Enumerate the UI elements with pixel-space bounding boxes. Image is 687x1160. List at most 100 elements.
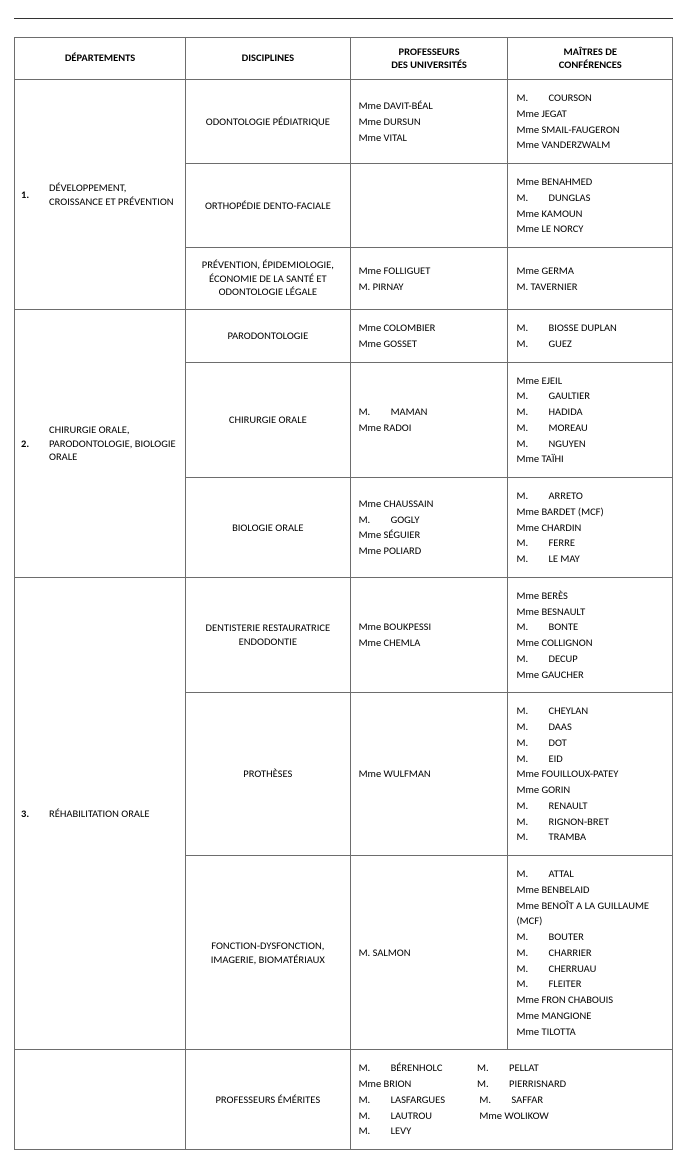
discipline-cell: ODONTOLOGIE PÉDIATRIQUE — [186, 80, 351, 164]
prof-name: Mme CHAUSSAIN — [359, 496, 500, 512]
maitre-name: Mme VANDERZWALM — [516, 137, 664, 153]
dept-3-cell: 3. RÉHABILITATION ORALE — [15, 577, 186, 1050]
maitre-name: M.GAULTIER — [516, 388, 664, 404]
col-header-disciplines: DISCIPLINES — [186, 38, 351, 80]
dept-label: RÉHABILITATION ORALE — [49, 807, 179, 821]
discipline-cell: CHIRURGIE ORALE — [186, 362, 351, 478]
discipline-cell: PARODONTOLOGIE — [186, 310, 351, 363]
emerite-name: M.LEVY — [359, 1123, 445, 1139]
emerites-cell: M.BÉRENHOLC Mme BRION M.LASFARGUES M.LAU… — [350, 1050, 672, 1150]
maitres-cell: Mme BERÈS Mme BESNAULT M.BONTE Mme COLLI… — [508, 577, 673, 693]
discipline-cell: PROTHÈSES — [186, 693, 351, 856]
table-row: 2. CHIRURGIE ORALE, PARODONTOLOGIE, BIOL… — [15, 310, 673, 363]
maitre-name: Mme GORIN — [516, 782, 664, 798]
maitres-cell: Mme BENAHMED M.DUNGLAS Mme KAMOUN Mme LE… — [508, 164, 673, 248]
col-header-professeurs: PROFESSEURS DES UNIVERSITÉS — [350, 38, 508, 80]
maitre-name: M.FERRE — [516, 535, 664, 551]
discipline-cell: DENTISTERIE RESTAURATRICE ENDODONTIE — [186, 577, 351, 693]
profs-cell: M. SALMON — [350, 856, 508, 1050]
maitre-name: M.ATTAL — [516, 866, 664, 882]
prof-name: Mme RADOI — [359, 420, 500, 436]
discipline-cell: ORTHOPÉDIE DENTO-FACIALE — [186, 164, 351, 248]
emerite-name: M.LAUTROU — [359, 1108, 445, 1124]
maitres-cell: Mme GERMA M. TAVERNIER — [508, 248, 673, 310]
dept-number: 1. — [21, 188, 49, 202]
maitre-name: M.MOREAU — [516, 420, 664, 436]
prof-name: M. PIRNAY — [359, 279, 500, 295]
maitre-name: Mme SMAIL-FAUGERON — [516, 122, 664, 138]
col-header-departements: DÉPARTEMENTS — [15, 38, 186, 80]
maitre-name: Mme BENBELAID — [516, 882, 664, 898]
maitre-name: Mme FOUILLOUX-PATEY — [516, 766, 664, 782]
prof-name: Mme GOSSET — [359, 336, 500, 352]
maitre-name: M.CHARRIER — [516, 945, 664, 961]
profs-cell: Mme WULFMAN — [350, 693, 508, 856]
emerite-name: Mme WOLIKOW — [477, 1108, 566, 1124]
maitre-name: M.BONTE — [516, 619, 664, 635]
maitres-cell: M.ATTAL Mme BENBELAID Mme BENOÎT A LA GU… — [508, 856, 673, 1050]
prof-name: Mme SÉGUIER — [359, 527, 500, 543]
dept-2-cell: 2. CHIRURGIE ORALE, PARODONTOLOGIE, BIOL… — [15, 310, 186, 578]
profs-cell: Mme BOUKPESSI Mme CHEMLA — [350, 577, 508, 693]
dept-label: CHIRURGIE ORALE, PARODONTOLOGIE, BIOLOGI… — [49, 423, 179, 464]
table-row-emerites: PROFESSEURS ÉMÉRITES M.BÉRENHOLC Mme BRI… — [15, 1050, 673, 1150]
maitre-name: M.BIOSSE DUPLAN — [516, 320, 664, 336]
emerite-name: M.PELLAT — [477, 1060, 566, 1076]
maitre-name: M.FLEITER — [516, 976, 664, 992]
maitre-name: M.NGUYEN — [516, 436, 664, 452]
discipline-cell: BIOLOGIE ORALE — [186, 478, 351, 578]
maitre-name: M.RIGNON-BRET — [516, 814, 664, 830]
prof-name: M. SALMON — [359, 945, 500, 961]
prof-name: Mme POLIARD — [359, 543, 500, 559]
prof-name: Mme VITAL — [359, 130, 500, 146]
maitre-name: M.CHEYLAN — [516, 703, 664, 719]
prof-name: M.GOGLY — [359, 512, 500, 528]
maitre-name: M.BOUTER — [516, 929, 664, 945]
prof-name: Mme FOLLIGUET — [359, 263, 500, 279]
maitre-name: M.DUNGLAS — [516, 190, 664, 206]
profs-cell — [350, 164, 508, 248]
maitre-name: Mme BARDET (MCF) — [516, 504, 664, 520]
table-row: 3. RÉHABILITATION ORALE DENTISTERIE REST… — [15, 577, 673, 693]
header-row: DÉPARTEMENTS DISCIPLINES PROFESSEURS DES… — [15, 38, 673, 80]
prof-name: Mme BOUKPESSI — [359, 619, 500, 635]
top-rule — [14, 18, 673, 19]
maitre-name: M. TAVERNIER — [516, 279, 664, 295]
dept-label: DÉVELOPPEMENT, CROISSANCE ET PRÉVENTION — [49, 181, 179, 208]
maitre-name: M.ARRETO — [516, 488, 664, 504]
profs-cell: Mme DAVIT-BÉAL Mme DURSUN Mme VITAL — [350, 80, 508, 164]
professeurs-emerites-label: PROFESSEURS ÉMÉRITES — [186, 1050, 351, 1150]
table-row: 1. DÉVELOPPEMENT, CROISSANCE ET PRÉVENTI… — [15, 80, 673, 164]
page: DÉPARTEMENTS DISCIPLINES PROFESSEURS DES… — [0, 0, 687, 1160]
maitre-name: M.CHERRUAU — [516, 961, 664, 977]
maitre-name: Mme TILOTTA — [516, 1024, 664, 1040]
emerite-name: M.PIERRISNARD — [477, 1076, 566, 1092]
maitre-name: Mme BENOÎT A LA GUILLAUME (MCF) — [516, 898, 664, 930]
emerite-name: M.LASFARGUES — [359, 1092, 445, 1108]
maitre-name: M.DECUP — [516, 651, 664, 667]
profs-cell: Mme COLOMBIER Mme GOSSET — [350, 310, 508, 363]
maitre-name: Mme CHARDIN — [516, 520, 664, 536]
maitre-name: Mme EJEIL — [516, 373, 664, 389]
prof-name: Mme DURSUN — [359, 114, 500, 130]
discipline-cell: PRÉVENTION, ÉPIDEMIOLOGIE, ÉCONOMIE DE L… — [186, 248, 351, 310]
prof-name: M.MAMAN — [359, 404, 500, 420]
prof-name: Mme COLOMBIER — [359, 320, 500, 336]
maitre-name: Mme BENAHMED — [516, 174, 664, 190]
profs-cell: M.MAMAN Mme RADOI — [350, 362, 508, 478]
maitre-name: Mme TAÏHI — [516, 451, 664, 467]
emerite-name: M.BÉRENHOLC — [359, 1060, 445, 1076]
maitre-name: M.COURSON — [516, 90, 664, 106]
maitre-name: M.TRAMBA — [516, 829, 664, 845]
maitre-name: M.DAAS — [516, 719, 664, 735]
faculty-table: DÉPARTEMENTS DISCIPLINES PROFESSEURS DES… — [14, 37, 673, 1150]
maitre-name: Mme KAMOUN — [516, 206, 664, 222]
maitres-cell: M.CHEYLAN M.DAAS M.DOT M.EID Mme FOUILLO… — [508, 693, 673, 856]
maitre-name: Mme COLLIGNON — [516, 635, 664, 651]
maitre-name: M.HADIDA — [516, 404, 664, 420]
maitres-cell: M.COURSON Mme JEGAT Mme SMAIL-FAUGERON M… — [508, 80, 673, 164]
emerite-name: Mme BRION — [359, 1076, 445, 1092]
col-header-maitres: MAÎTRES DE CONFÉRENCES — [508, 38, 673, 80]
prof-name: Mme WULFMAN — [359, 766, 500, 782]
dept-1-cell: 1. DÉVELOPPEMENT, CROISSANCE ET PRÉVENTI… — [15, 80, 186, 310]
